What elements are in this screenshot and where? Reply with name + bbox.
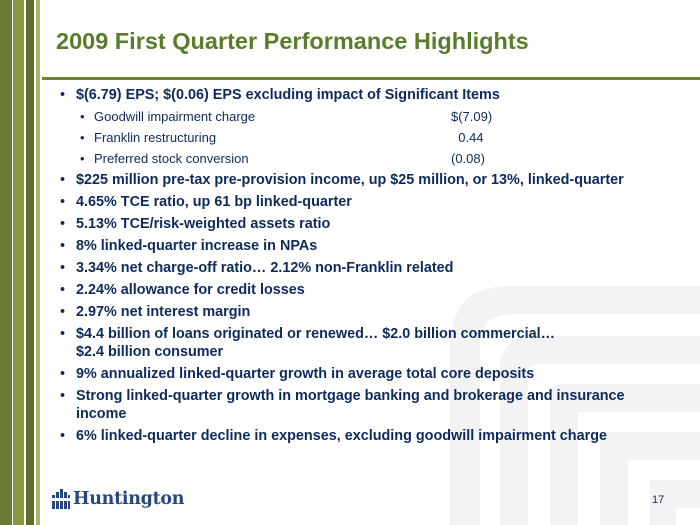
significant-item: Preferred stock conversion (0.08): [58, 150, 683, 167]
stripe: [13, 0, 24, 525]
logo-wordmark: Huntington: [73, 489, 185, 509]
significant-item: Goodwill impairment charge $(7.09): [58, 108, 683, 125]
significant-item-value: 0.44: [451, 130, 484, 145]
huntington-logo-icon: [52, 489, 70, 509]
slide-title: 2009 First Quarter Performance Highlight…: [56, 28, 529, 54]
highlight-line: $4.4 billion of loans originated or rene…: [76, 326, 556, 342]
highlight-item-eps: $(6.79) EPS; $(0.06) EPS excluding impac…: [58, 86, 683, 104]
highlight-item: 9% annualized linked-quarter growth in a…: [58, 365, 683, 383]
highlight-item: $225 million pre-tax pre-provision incom…: [58, 171, 683, 189]
stripe: [36, 0, 40, 525]
highlight-item: 8% linked-quarter increase in NPAs: [58, 237, 683, 255]
highlight-item: $4.4 billion of loans originated or rene…: [58, 325, 683, 361]
highlight-item: Strong linked-quarter growth in mortgage…: [58, 387, 683, 423]
significant-item-label: Goodwill impairment charge: [94, 109, 256, 124]
highlight-line: Strong linked-quarter growth in mortgage…: [76, 388, 625, 404]
page-number: 17: [652, 494, 665, 506]
significant-item-label: Franklin restructuring: [94, 130, 217, 145]
highlight-item: 2.24% allowance for credit losses: [58, 281, 683, 299]
highlight-item: 6% linked-quarter decline in expenses, e…: [58, 427, 683, 445]
highlight-line: income: [76, 406, 127, 422]
highlight-item: 4.65% TCE ratio, up 61 bp linked-quarter: [58, 193, 683, 211]
title-divider: [42, 77, 700, 80]
highlight-item: 2.97% net interest margin: [58, 303, 683, 321]
significant-item-value: (0.08): [451, 151, 485, 166]
left-decorative-stripes: [0, 0, 42, 525]
stripe: [0, 0, 12, 525]
significant-item-value: $(7.09): [451, 109, 493, 124]
significant-item-label: Preferred stock conversion: [94, 151, 249, 166]
significant-item: Franklin restructuring 0.44: [58, 129, 683, 146]
highlight-line: $2.4 billion consumer: [76, 344, 224, 360]
highlights-list: $(6.79) EPS; $(0.06) EPS excluding impac…: [58, 86, 683, 449]
highlight-item: 3.34% net charge-off ratio… 2.12% non-Fr…: [58, 259, 683, 277]
stripe: [26, 0, 34, 525]
huntington-logo: Huntington: [52, 489, 184, 509]
highlight-item: 5.13% TCE/risk-weighted assets ratio: [58, 215, 683, 233]
